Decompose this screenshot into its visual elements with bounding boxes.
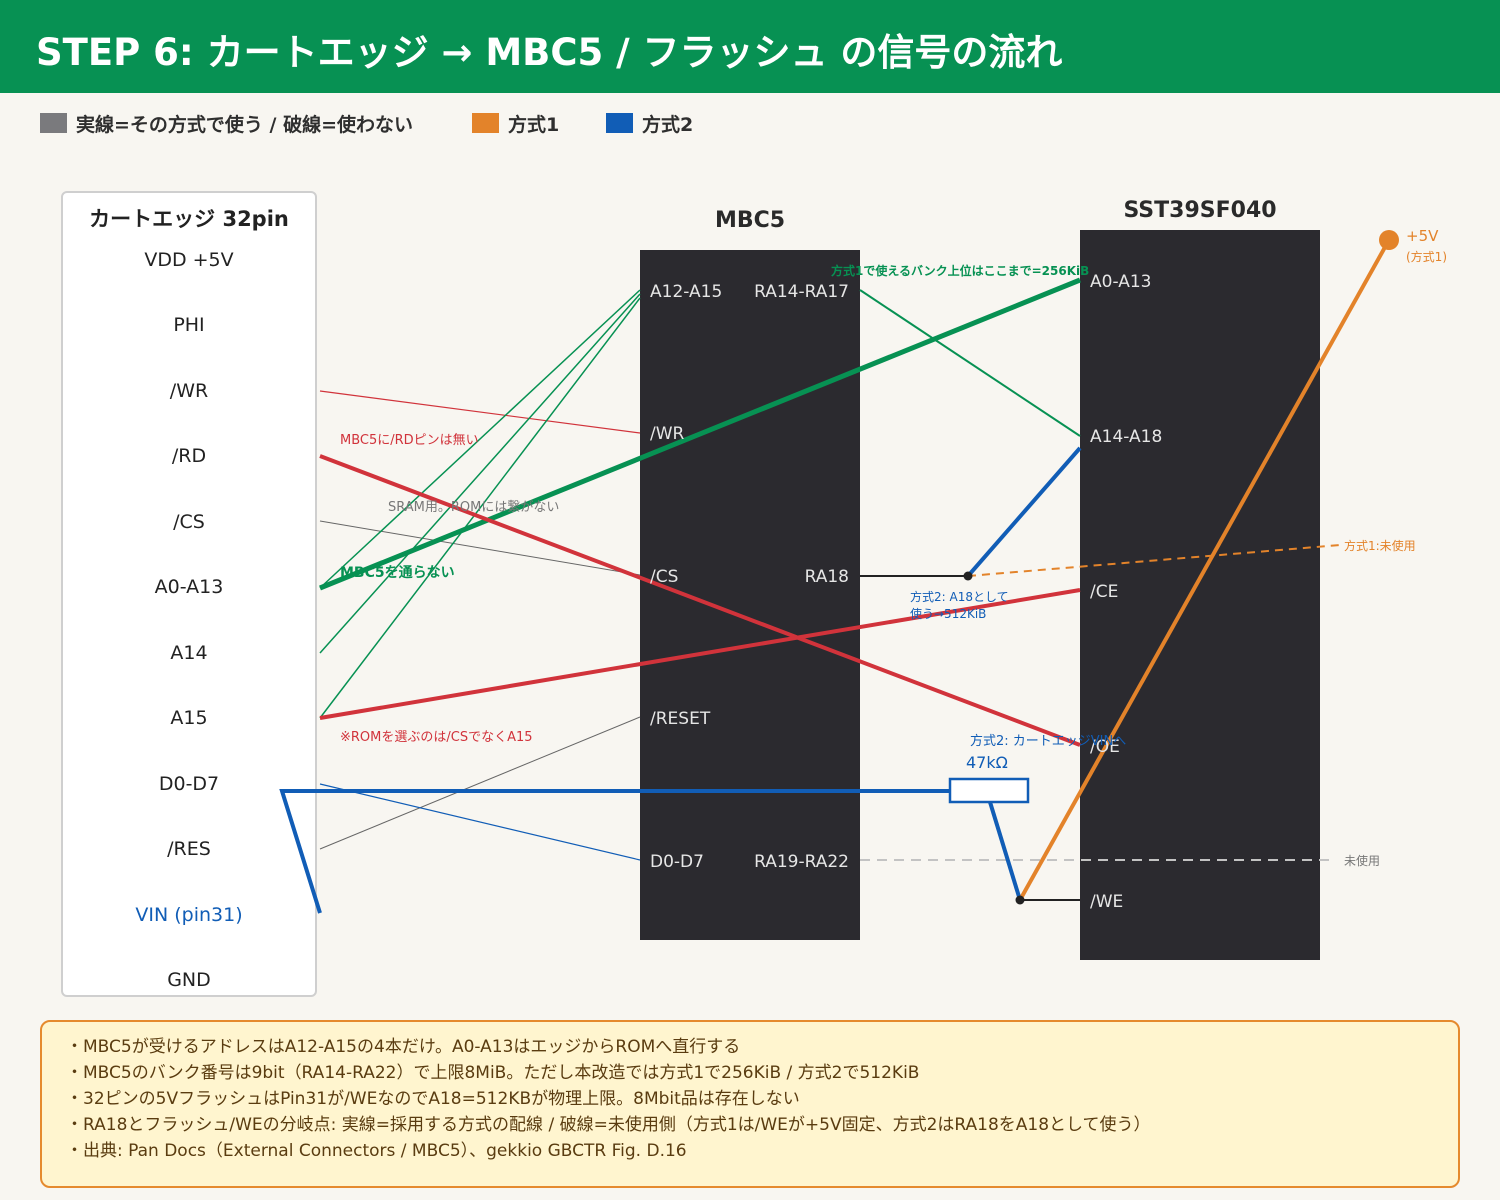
flash-pin-ce: /CE	[1090, 582, 1118, 602]
wire-data	[319, 783, 641, 861]
cart-pin-a14: A14	[170, 642, 208, 664]
legend-label: 方式1	[508, 114, 560, 136]
cart-pin-d0-d7: D0-D7	[158, 773, 220, 795]
page-title: STEP 6: カートエッジ → MBC5 / フラッシュ の信号の流れ	[36, 31, 1063, 74]
note-line: ・MBC5のバンク番号は9bit（RA14-RA22）で上限8MiB。ただし本改…	[66, 1063, 920, 1083]
wire-a14	[319, 293, 641, 654]
note-line: ・MBC5が受けるアドレスはA12-A15の4本だけ。A0-A13はエッジからR…	[66, 1037, 741, 1057]
cart-edge-panel	[61, 191, 317, 997]
cart-pin-res: /RES	[167, 838, 211, 860]
notes-box: ・MBC5が受けるアドレスはA12-A15の4本だけ。A0-A13はエッジからR…	[40, 1020, 1460, 1188]
header-bar: STEP 6: カートエッジ → MBC5 / フラッシュ の信号の流れ	[0, 0, 1500, 93]
resistor-label: 47kΩ	[966, 753, 1008, 772]
flash-pin-a0-a13: A0-A13	[1090, 272, 1151, 292]
wire-a0-a13	[319, 277, 1081, 591]
wire-cs	[319, 520, 641, 576]
wire-resistor-we	[988, 801, 1022, 901]
note-line: ・RA18とフラッシュ/WEの分岐点: 実線=採用する方式の配線 / 破線=未使…	[66, 1115, 1151, 1135]
flash-chip	[1080, 230, 1320, 960]
mbc5-pin-d0-d7: D0-D7	[650, 852, 704, 872]
wire-wr	[319, 390, 641, 434]
note-bank-limit: 方式1で使えるバンク上位はここまで=256KiB	[831, 263, 1089, 278]
cart-pin-gnd: GND	[167, 969, 211, 991]
cart-edge-title: カートエッジ 32pin	[89, 207, 289, 231]
signal-diagram: A12-A15 /WR /CS /RESET D0-D7 RA14-RA17 R…	[279, 227, 1447, 960]
cart-pin-a0-a13: A0-A13	[154, 576, 224, 598]
cart-pin-wr: /WR	[169, 380, 209, 402]
note-a0: MBC5を通らない	[340, 565, 455, 581]
wire-plus5v	[1018, 239, 1391, 901]
flash-pin-oe: /OE	[1090, 737, 1120, 757]
note-mode2-a18-line2: 使う→512KiB	[910, 606, 986, 621]
cart-pin-cs: /CS	[173, 511, 205, 533]
cart-pin-vdd: VDD +5V	[144, 249, 234, 271]
legend-swatch-orange	[472, 113, 499, 133]
legend-label: 実線=その方式で使う / 破線=使わない	[76, 114, 414, 136]
we-junction	[1015, 895, 1025, 905]
plus5v-sublabel: (方式1)	[1406, 249, 1447, 264]
wire-ra14-ra17	[859, 289, 1081, 437]
note-a15: ※ROMを選ぶのは/CSでなくA15	[340, 730, 533, 745]
ra18-junction	[963, 571, 973, 581]
flash-pin-a14-a18: A14-A18	[1090, 427, 1162, 447]
legend-swatch-blue	[606, 113, 633, 133]
note-mode2-vin: 方式2: カートエッジVINへ	[970, 733, 1126, 749]
mbc5-pin-ra18: RA18	[805, 567, 849, 587]
note-line: ・出典: Pan Docs（External Connectors / MBC5…	[66, 1141, 687, 1161]
wire-a15	[319, 297, 641, 719]
mbc5-pin-cs: /CS	[650, 567, 678, 587]
wire-ra18-a18	[966, 446, 1082, 578]
mbc5-pin-reset: /RESET	[650, 709, 711, 729]
cart-pin-vin: VIN (pin31)	[135, 904, 243, 926]
cart-pin-phi: PHI	[173, 314, 205, 336]
wire-a12-a13	[319, 289, 641, 589]
legend-swatch-gray	[40, 113, 67, 133]
legend-label: 方式2	[642, 114, 694, 136]
note-unused: 未使用	[1344, 853, 1380, 868]
wire-rd-oe	[319, 454, 1081, 747]
note-line: ・32ピンの5VフラッシュはPin31が/WEなのでA18=512KBが物理上限…	[66, 1089, 800, 1109]
mbc5-chip	[640, 250, 860, 940]
plus5v-label: +5V	[1406, 227, 1439, 245]
mbc5-pin-wr: /WR	[650, 424, 685, 444]
cart-pin-a15: A15	[170, 707, 208, 729]
cart-pin-rd: /RD	[171, 445, 207, 467]
resistor-47k	[948, 777, 1030, 804]
flash-pin-we: /WE	[1090, 892, 1123, 912]
mbc5-pin-ra19-ra22: RA19-RA22	[754, 852, 849, 872]
note-mode1-unused: 方式1:未使用	[1344, 538, 1416, 553]
note-mode2-a18-line1: 方式2: A18として	[910, 589, 1009, 604]
wire-mode1-unused	[967, 544, 1341, 577]
mbc5-pin-ra14-ra17: RA14-RA17	[754, 282, 849, 302]
note-rd: MBC5に/RDピンは無い	[340, 433, 479, 448]
flash-title: SST39SF040	[1123, 198, 1277, 223]
wire-vin	[279, 789, 950, 914]
wire-a15-ce	[319, 588, 1081, 720]
wire-res	[319, 716, 641, 850]
note-sram: SRAM用。ROMには繋がない	[388, 499, 559, 515]
mbc5-title: MBC5	[714, 208, 786, 233]
plus5v-terminal	[1379, 230, 1399, 250]
mbc5-pin-a12-a15: A12-A15	[650, 282, 722, 302]
